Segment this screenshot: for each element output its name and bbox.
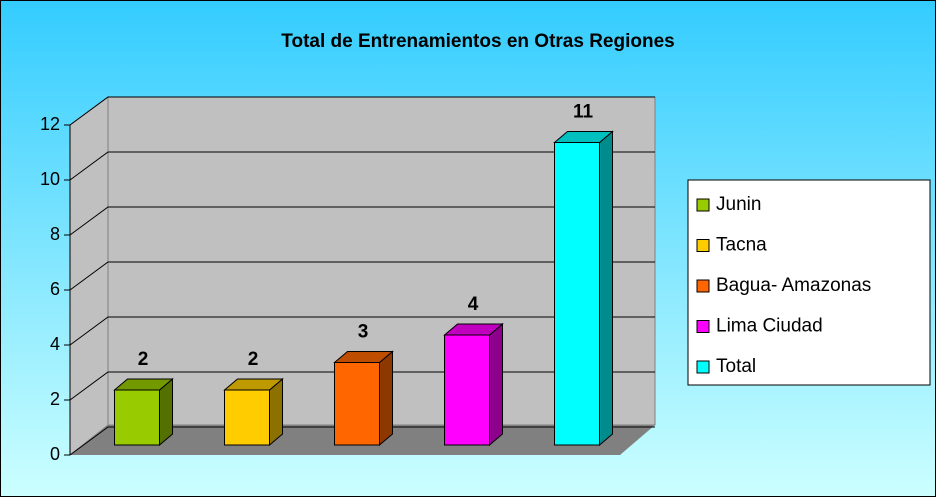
y-tick-label: 12 — [40, 114, 60, 134]
data-label: 4 — [468, 294, 479, 315]
y-tick-label: 4 — [50, 334, 60, 354]
data-label: 11 — [573, 102, 594, 123]
legend-label: Tacna — [716, 235, 767, 256]
bar-side — [599, 130, 613, 447]
legend-swatch — [696, 360, 710, 374]
y-tick-label: 10 — [40, 169, 60, 189]
legend-label: Lima Ciudad — [716, 316, 823, 337]
bar-side — [489, 322, 503, 447]
grid-line — [69, 206, 655, 236]
legend-swatch — [696, 198, 710, 212]
bar-top — [223, 378, 284, 391]
bar — [443, 322, 504, 447]
bar-front — [554, 142, 600, 446]
legend-label: Junin — [716, 194, 761, 215]
legend-label: Bagua- Amazonas — [716, 275, 871, 296]
bar-side — [379, 350, 393, 447]
bar-top — [443, 323, 504, 336]
legend-swatch — [696, 320, 710, 333]
bar — [333, 350, 394, 447]
legend-label: Total — [716, 356, 756, 377]
legend-swatch — [696, 239, 710, 252]
bar-front — [334, 362, 380, 446]
grid-line — [69, 316, 655, 346]
y-tick-label: 0 — [50, 444, 60, 464]
legend — [687, 179, 931, 386]
y-tick-label: 2 — [50, 389, 60, 409]
grid-line — [69, 261, 655, 291]
bar — [223, 377, 284, 447]
bar-front — [444, 334, 490, 446]
chart-title: Total de Entrenamientos en Otras Regione… — [281, 31, 674, 52]
bar-top — [333, 351, 394, 363]
grid-line — [69, 96, 655, 126]
bar — [113, 377, 174, 447]
y-tick-label: 8 — [50, 224, 60, 244]
y-tick-label: 6 — [50, 279, 60, 299]
data-label: 2 — [138, 349, 149, 370]
bar-front — [224, 389, 270, 446]
grid-line — [69, 151, 655, 181]
data-label: 3 — [358, 322, 369, 343]
legend-swatch — [696, 279, 710, 293]
bar — [553, 130, 614, 447]
data-label: 2 — [248, 349, 259, 370]
bar-front — [114, 389, 160, 446]
bar-top — [113, 378, 174, 391]
bar-top — [553, 131, 614, 143]
